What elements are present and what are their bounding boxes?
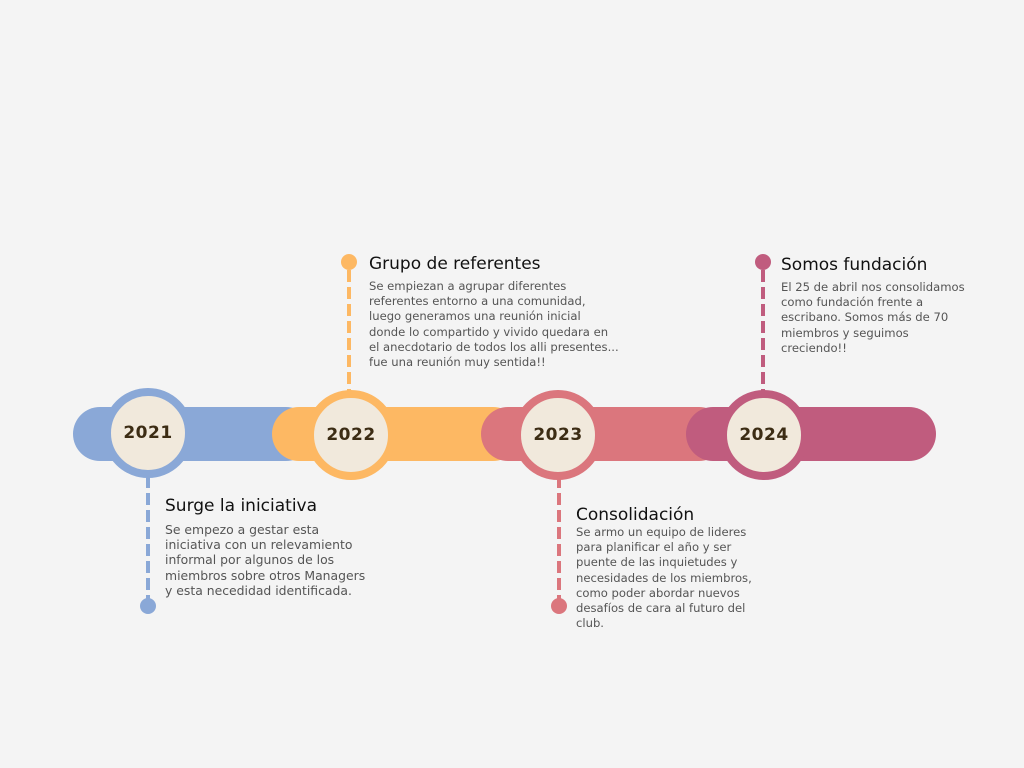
milestone-description-2021: Se empezo a gestar esta iniciativa con u… [165, 522, 366, 598]
milestone-title-2022: Grupo de referentes [369, 254, 541, 274]
year-label: 2022 [326, 425, 376, 445]
marker-dot-2021 [140, 598, 156, 614]
connector-2023 [557, 476, 561, 608]
year-label: 2024 [739, 425, 789, 445]
milestone-title-2021: Surge la iniciativa [165, 496, 318, 516]
year-node-2023: 2023 [513, 390, 603, 480]
marker-dot-2022 [341, 254, 357, 270]
connector-2022 [347, 270, 351, 394]
milestone-description-2024: El 25 de abril nos consolidamos como fun… [781, 280, 965, 355]
year-node-2022: 2022 [306, 390, 396, 480]
milestone-description-2023: Se armo un equipo de lideres para planif… [576, 525, 752, 631]
milestone-title-2024: Somos fundación [781, 255, 928, 275]
marker-dot-2023 [551, 598, 567, 614]
marker-dot-2024 [755, 254, 771, 270]
year-label: 2021 [123, 423, 173, 443]
connector-2024 [761, 270, 765, 394]
year-label: 2023 [533, 425, 583, 445]
year-node-2024: 2024 [719, 390, 809, 480]
milestone-title-2023: Consolidación [576, 505, 695, 525]
connector-2021 [146, 476, 150, 608]
milestone-description-2022: Se empiezan a agrupar diferentes referen… [369, 279, 619, 370]
year-node-2021: 2021 [103, 388, 193, 478]
